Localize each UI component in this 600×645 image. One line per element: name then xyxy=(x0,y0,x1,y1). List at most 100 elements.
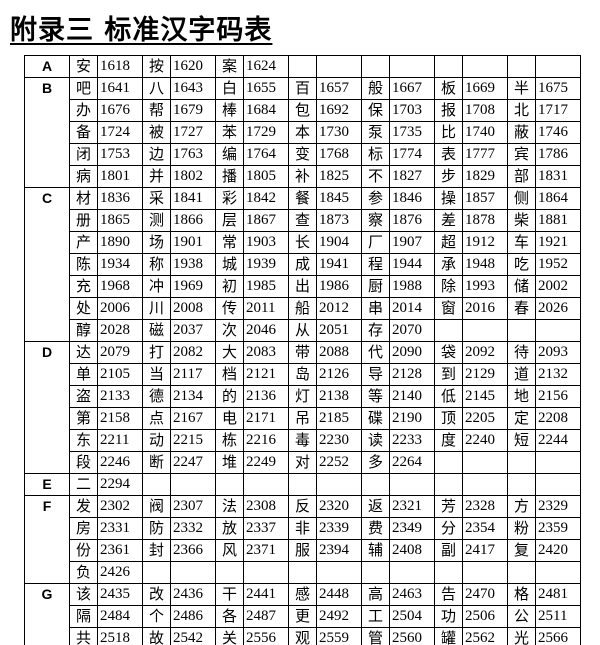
hanzi: 帮 xyxy=(142,99,171,122)
hanzi xyxy=(288,561,317,584)
hanzi xyxy=(434,319,463,342)
hanzi: 打 xyxy=(142,341,171,364)
hanzi: 吊 xyxy=(288,407,317,430)
hanzi: 充 xyxy=(69,275,98,298)
code xyxy=(243,473,289,496)
code: 2559 xyxy=(316,627,362,645)
hanzi: 干 xyxy=(215,583,244,606)
code: 2371 xyxy=(243,539,289,562)
hanzi: 闭 xyxy=(69,143,98,166)
hanzi: 多 xyxy=(361,451,390,474)
code: 1985 xyxy=(243,275,289,298)
code: 2083 xyxy=(243,341,289,364)
hanzi: 断 xyxy=(142,451,171,474)
code: 2088 xyxy=(316,341,362,364)
code: 2394 xyxy=(316,539,362,562)
code xyxy=(389,473,435,496)
code xyxy=(462,473,508,496)
code: 2205 xyxy=(462,407,508,430)
hanzi: 管 xyxy=(361,627,390,645)
code: 2190 xyxy=(389,407,435,430)
hanzi: 告 xyxy=(434,583,463,606)
hanzi: 厨 xyxy=(361,275,390,298)
hanzi: 标 xyxy=(361,143,390,166)
code: 1944 xyxy=(389,253,435,276)
hanzi: 边 xyxy=(142,143,171,166)
group-letter: A xyxy=(24,55,70,78)
code: 1717 xyxy=(535,99,581,122)
code: 1763 xyxy=(170,143,216,166)
code: 2518 xyxy=(97,627,143,645)
hanzi: 超 xyxy=(434,231,463,254)
code: 2037 xyxy=(170,319,216,342)
code: 2216 xyxy=(243,429,289,452)
code: 2332 xyxy=(170,517,216,540)
code xyxy=(535,451,581,474)
hanzi: 表 xyxy=(434,143,463,166)
code: 2481 xyxy=(535,583,581,606)
hanzi: 成 xyxy=(288,253,317,276)
code: 2320 xyxy=(316,495,362,518)
code: 1864 xyxy=(535,187,581,210)
code: 1675 xyxy=(535,77,581,100)
code: 1753 xyxy=(97,143,143,166)
hanzi: 本 xyxy=(288,121,317,144)
hanzi: 泵 xyxy=(361,121,390,144)
code: 1740 xyxy=(462,121,508,144)
hanzi: 包 xyxy=(288,99,317,122)
hanzi: 更 xyxy=(288,605,317,628)
code: 2487 xyxy=(243,605,289,628)
code: 1939 xyxy=(243,253,289,276)
code: 2506 xyxy=(462,605,508,628)
hanzi: 灯 xyxy=(288,385,317,408)
code: 1827 xyxy=(389,165,435,188)
hanzi: 传 xyxy=(215,297,244,320)
hanzi: 到 xyxy=(434,363,463,386)
code: 2417 xyxy=(462,539,508,562)
code: 2426 xyxy=(97,561,143,584)
code: 1904 xyxy=(316,231,362,254)
hanzi: 堆 xyxy=(215,451,244,474)
code: 1846 xyxy=(389,187,435,210)
code: 1679 xyxy=(170,99,216,122)
hanzi: 辅 xyxy=(361,539,390,562)
hanzi: 材 xyxy=(69,187,98,210)
hanzi: 程 xyxy=(361,253,390,276)
code: 2294 xyxy=(97,473,143,496)
code: 2470 xyxy=(462,583,508,606)
code: 1857 xyxy=(462,187,508,210)
hanzi: 储 xyxy=(507,275,536,298)
code: 2156 xyxy=(535,385,581,408)
code: 1641 xyxy=(97,77,143,100)
hanzi: 办 xyxy=(69,99,98,122)
code: 2082 xyxy=(170,341,216,364)
hanzi: 低 xyxy=(434,385,463,408)
hanzi: 盗 xyxy=(69,385,98,408)
code: 1676 xyxy=(97,99,143,122)
hanzi: 春 xyxy=(507,297,536,320)
hanzi xyxy=(434,561,463,584)
hanzi xyxy=(142,561,171,584)
table-row: 份 2361 封 2366 风 2371 服 2394 辅 2408 副 2417 复 2420 xyxy=(25,539,581,562)
code: 2329 xyxy=(535,495,581,518)
code: 2138 xyxy=(316,385,362,408)
code: 2132 xyxy=(535,363,581,386)
code: 1667 xyxy=(389,77,435,100)
hanzi: 改 xyxy=(142,583,171,606)
hanzi: 当 xyxy=(142,363,171,386)
code: 2337 xyxy=(243,517,289,540)
code: 2046 xyxy=(243,319,289,342)
hanzi: 厂 xyxy=(361,231,390,254)
hanzi: 长 xyxy=(288,231,317,254)
hanzi xyxy=(507,55,536,78)
hanzi: 封 xyxy=(142,539,171,562)
code: 2016 xyxy=(462,297,508,320)
hanzi: 份 xyxy=(69,539,98,562)
code: 1735 xyxy=(389,121,435,144)
code xyxy=(535,561,581,584)
code: 2117 xyxy=(170,363,216,386)
hanzi: 存 xyxy=(361,319,390,342)
hanzi: 常 xyxy=(215,231,244,254)
hanzi: 定 xyxy=(507,407,536,430)
